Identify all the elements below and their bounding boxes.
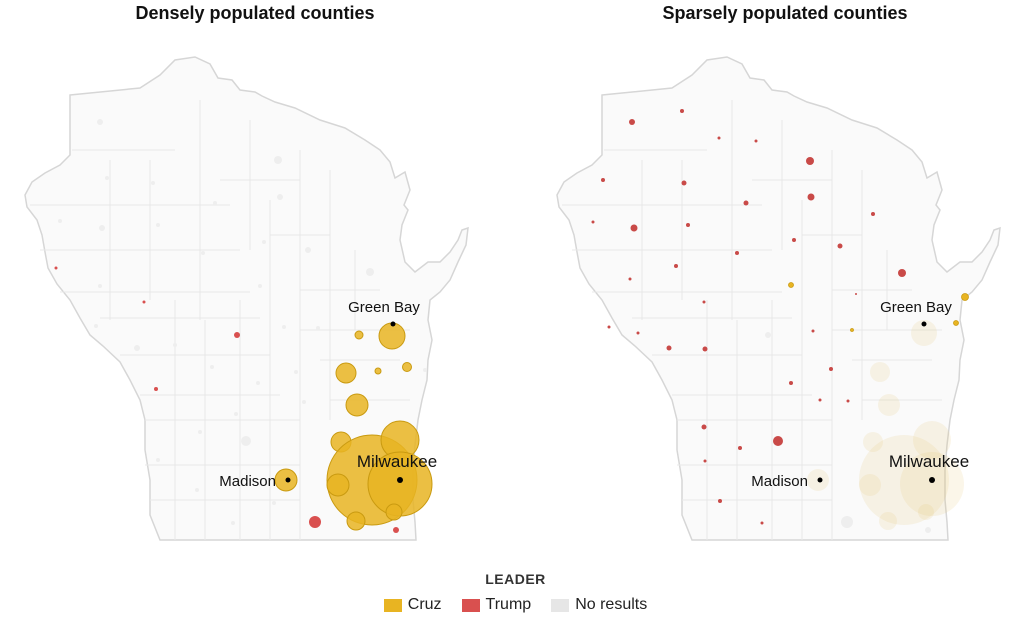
map-title-sparse: Sparsely populated counties	[662, 3, 908, 23]
city-label-milwaukee: Milwaukee	[357, 452, 437, 471]
legend-title: LEADER	[485, 571, 546, 587]
legend-item-cruz: Cruz	[383, 596, 442, 614]
map-title-dense: Densely populated counties	[135, 3, 375, 23]
city-label-green-bay: Green Bay	[880, 299, 952, 316]
legend-label-trump: Trump	[485, 596, 532, 613]
legend-label-cruz: Cruz	[407, 596, 442, 613]
city-dots-dense	[285, 321, 403, 483]
maps-canvas: Green Bay Madison Milwaukee	[24, 56, 1001, 541]
grey-dots-sparse	[765, 332, 931, 533]
map-sparse-counties: Green Bay Madison Milwaukee	[556, 56, 1001, 541]
legend-swatch-no-results	[551, 598, 570, 612]
city-label-madison: Madison	[219, 473, 276, 490]
legend-item-no-results: No results	[551, 596, 647, 614]
city-dots-sparse	[817, 321, 935, 483]
cruz-bubbles-dense	[274, 322, 433, 531]
city-label-milwaukee: Milwaukee	[889, 452, 969, 471]
map-dense-counties: Green Bay Madison Milwaukee	[24, 56, 469, 541]
city-label-green-bay: Green Bay	[348, 299, 420, 316]
legend-label-no-results: No results	[575, 596, 648, 613]
legend-swatch-trump	[461, 598, 480, 612]
trump-dots-sparse	[591, 109, 906, 525]
legend-item-trump: Trump	[461, 596, 532, 614]
no-results-dots-dense	[58, 119, 427, 525]
trump-dots-dense	[54, 266, 399, 533]
no-results-dots-sparse	[807, 320, 964, 530]
legend: Cruz Trump No results	[0, 596, 1031, 614]
legend-swatch-cruz	[383, 598, 402, 612]
cruz-dots-sparse	[788, 282, 969, 332]
city-label-madison: Madison	[751, 473, 808, 490]
